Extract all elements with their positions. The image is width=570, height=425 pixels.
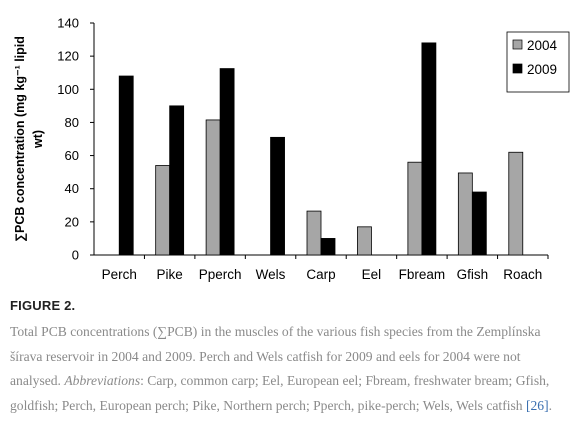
bar-2009-pperch [219, 68, 235, 256]
x-tick-label: Pperch [199, 267, 242, 282]
bar-2004-pike [155, 165, 171, 256]
chart-bars [118, 42, 524, 256]
bar-2004-pperch [205, 119, 221, 256]
legend-label-2009: 2009 [527, 62, 557, 77]
bar-2004-roach [508, 151, 524, 256]
x-tick-label: Wels [256, 267, 286, 282]
y-tick-label: 100 [57, 82, 79, 97]
bar-2009-pike [169, 105, 185, 256]
bar-chart: ∑PCB concentration (mg kg⁻¹ lipid wt) 0 20… [13, 16, 570, 283]
legend-label-2004: 2004 [527, 38, 558, 53]
bar-2004-eel [357, 226, 372, 256]
caption-abbreviations-label: Abbreviations [64, 373, 141, 388]
y-axis-label: ∑PCB concentration (mg kg⁻¹ lipid wt) [13, 36, 45, 242]
legend-swatch-2009 [512, 63, 523, 74]
y-tick-label: 80 [65, 115, 79, 130]
x-tick-label: Pike [157, 267, 183, 282]
y-tick-label: 120 [57, 49, 79, 64]
y-axis-title-line: ∑PCB concentration (mg kg⁻¹ lipid [13, 36, 27, 242]
bar-2009-wels [270, 136, 285, 256]
y-tick-label: 40 [65, 181, 79, 196]
bar-2004-gfish [457, 172, 473, 256]
chart-legend: 2004 2009 [506, 31, 570, 93]
x-tick-label: Roach [503, 267, 542, 282]
caption-end: . [548, 397, 553, 413]
bar-2009-perch [118, 75, 134, 256]
bar-2009-fbream [421, 42, 437, 256]
figure-caption: Total PCB concentrations (∑PCB) in the m… [10, 320, 566, 418]
figure-label: FIGURE 2. [10, 298, 76, 313]
bar-2009-carp [320, 238, 336, 256]
y-tick-label: 0 [72, 248, 79, 263]
y-tick-label: 140 [57, 16, 79, 31]
y-axis-title: ∑PCB concentration (mg kg⁻¹ lipid wt) [13, 36, 45, 242]
chart-tick-labels: 0 20 40 60 80 100 120 140 Perch Pike Pperch Wels Car… [57, 16, 542, 283]
x-tick-label: Perch [102, 267, 137, 282]
x-tick-label: Gfish [457, 267, 489, 282]
caption-abbreviations: : Carp, common carp; Eel, European eel; … [10, 373, 550, 413]
caption-reference-link[interactable]: [26] [525, 397, 549, 413]
x-tick-label: Carp [306, 267, 335, 282]
x-tick-label: Fbream [399, 267, 446, 282]
bar-2004-carp [306, 210, 322, 256]
y-tick-label: 60 [65, 148, 79, 163]
caption-intro: Total PCB concentrations (∑PCB) in the m… [10, 324, 541, 388]
x-tick-label: Eel [362, 267, 382, 282]
legend-swatch-2004 [512, 39, 523, 50]
y-tick-label: 20 [65, 214, 79, 229]
bar-2004-fbream [407, 161, 423, 256]
bar-2009-gfish [471, 191, 487, 256]
y-axis-title-line: wt) [31, 130, 45, 149]
